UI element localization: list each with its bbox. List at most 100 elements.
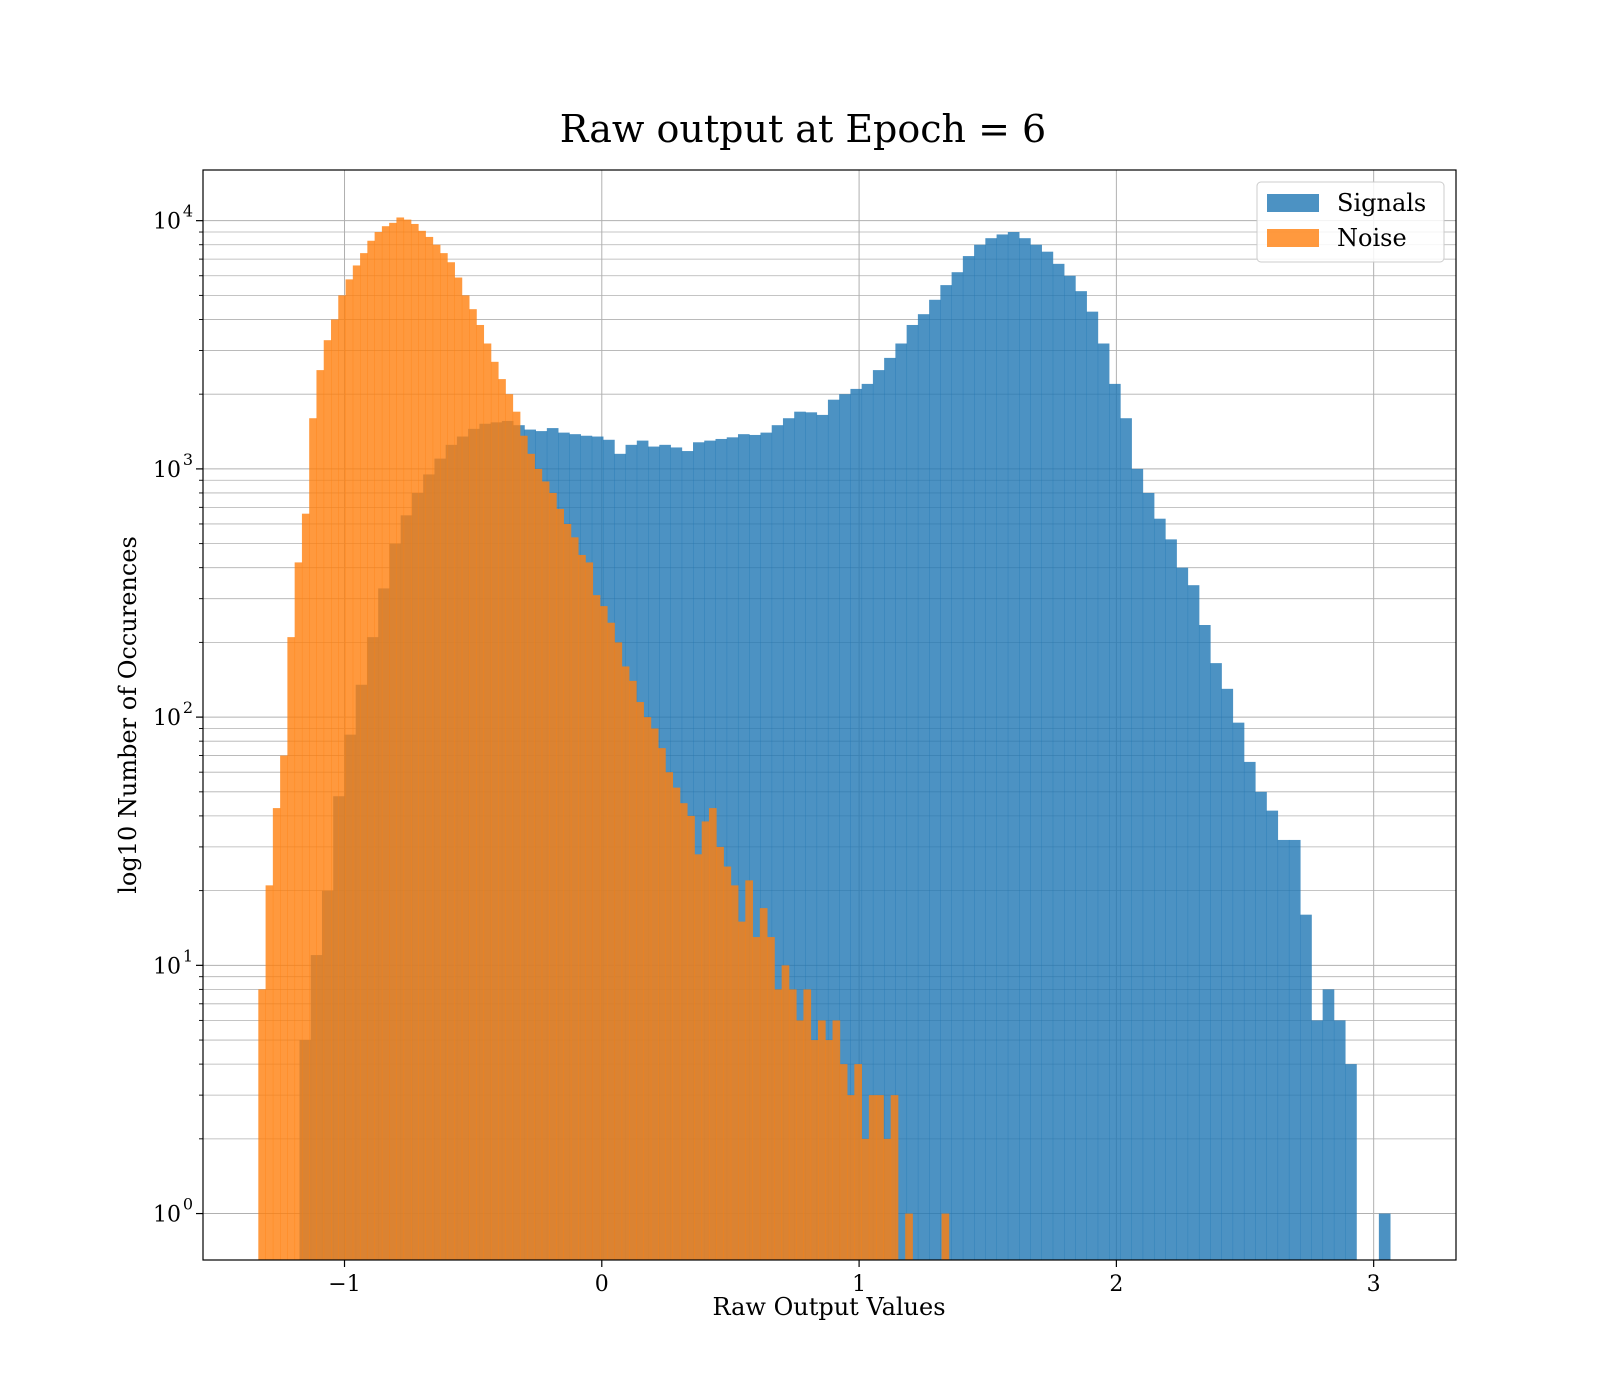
bar-noise: [716, 846, 724, 1260]
bar-noise: [425, 236, 434, 1260]
bar-signals: [1052, 263, 1065, 1261]
bar-signals: [1187, 585, 1200, 1260]
y-tick-label: 10: [153, 954, 181, 979]
bar-signals: [1075, 291, 1087, 1260]
series-noise: [258, 217, 950, 1261]
bar-signals: [1266, 810, 1279, 1260]
bar-signals: [1232, 722, 1245, 1260]
bar-noise: [745, 880, 753, 1260]
bar-noise: [658, 748, 666, 1260]
bar-signals: [906, 324, 919, 1260]
bar-noise: [701, 821, 710, 1260]
bar-noise: [498, 379, 506, 1260]
bar-signals: [1198, 625, 1211, 1260]
bar-noise: [832, 1020, 841, 1260]
bar-noise: [796, 1020, 804, 1260]
bar-signals: [1255, 791, 1267, 1260]
bar-signals: [917, 314, 930, 1260]
bar-noise: [767, 937, 775, 1260]
chart-title: Raw output at Epoch = 6: [560, 107, 1046, 151]
bar-signals: [1210, 663, 1222, 1260]
bar-noise: [621, 666, 630, 1260]
bar-noise: [294, 562, 303, 1260]
bar-noise: [723, 866, 732, 1260]
legend-swatch-noise: [1267, 229, 1319, 247]
bar-noise: [665, 772, 674, 1260]
bar-noise: [338, 295, 346, 1260]
bar-noise: [679, 803, 688, 1260]
bar-signals: [816, 414, 829, 1260]
y-tick-label: 10: [153, 210, 181, 235]
bar-noise: [367, 240, 376, 1261]
bar-signals: [962, 256, 975, 1260]
bar-noise: [389, 222, 397, 1261]
bar-signals: [974, 244, 986, 1261]
bar-noise: [687, 815, 695, 1260]
bar-noise: [861, 1138, 870, 1260]
bar-noise: [432, 244, 441, 1261]
bar-signals: [1142, 492, 1155, 1260]
bar-noise: [323, 340, 332, 1260]
y-tick-label-exponent: 2: [183, 698, 193, 717]
bar-signals: [760, 432, 773, 1260]
bar-noise: [396, 217, 405, 1261]
bar-noise: [490, 361, 499, 1260]
bar-signals: [771, 425, 784, 1260]
bar-signals: [1345, 1064, 1357, 1260]
plot-frame: [202, 169, 1457, 1261]
bar-signals: [861, 383, 874, 1260]
bar-noise: [374, 232, 383, 1261]
y-tick-label: 10: [153, 706, 181, 731]
bar-signals: [805, 412, 818, 1261]
bar-noise: [825, 1040, 833, 1260]
bar-noise: [868, 1095, 877, 1260]
y-tick-label: 10: [153, 458, 181, 483]
x-tick-label: 0: [595, 1272, 609, 1297]
bar-signals: [872, 370, 885, 1261]
y-tick-label-exponent: 1: [183, 946, 193, 965]
bar-signals: [1243, 761, 1256, 1260]
bar-noise: [578, 554, 586, 1260]
bar-noise: [636, 702, 644, 1260]
bar-signals: [1030, 244, 1042, 1261]
bar-noise: [541, 481, 550, 1261]
bar-noise: [905, 1213, 913, 1260]
bar-noise: [505, 394, 514, 1260]
bar-signals: [1007, 232, 1020, 1261]
bar-signals: [1097, 343, 1110, 1260]
bar-noise: [331, 319, 339, 1261]
legend-label-signals: Signals: [1337, 189, 1426, 217]
bar-noise: [469, 309, 477, 1260]
bar-noise: [418, 230, 426, 1260]
bar-noise: [708, 808, 717, 1260]
bar-noise: [839, 1064, 848, 1260]
bar-signals: [839, 394, 851, 1260]
bar-noise: [512, 411, 521, 1261]
bar-noise: [410, 223, 419, 1260]
bar-noise: [854, 1064, 862, 1260]
bar-noise: [563, 523, 572, 1260]
bar-signals: [1131, 468, 1144, 1260]
bar-signals: [1165, 539, 1177, 1260]
bar-noise: [694, 854, 703, 1260]
y-tick-label: 10: [153, 1203, 181, 1228]
bar-signals: [1120, 418, 1132, 1260]
bar-noise: [258, 989, 266, 1260]
bar-signals: [749, 434, 761, 1260]
y-tick-label-exponent: 3: [183, 450, 193, 469]
bar-noise: [759, 908, 768, 1260]
bars: [258, 217, 1391, 1261]
bar-noise: [352, 265, 361, 1260]
bar-noise: [817, 1020, 826, 1260]
bar-signals: [929, 299, 941, 1260]
bar-noise: [403, 219, 412, 1260]
bar-signals: [827, 399, 840, 1261]
y-tick-label-exponent: 0: [183, 1195, 193, 1214]
bar-noise: [381, 226, 390, 1260]
bar-noise: [774, 989, 783, 1260]
bar-noise: [592, 595, 601, 1260]
bar-noise: [345, 279, 354, 1261]
bar-noise: [272, 808, 281, 1260]
bar-signals: [884, 357, 896, 1260]
